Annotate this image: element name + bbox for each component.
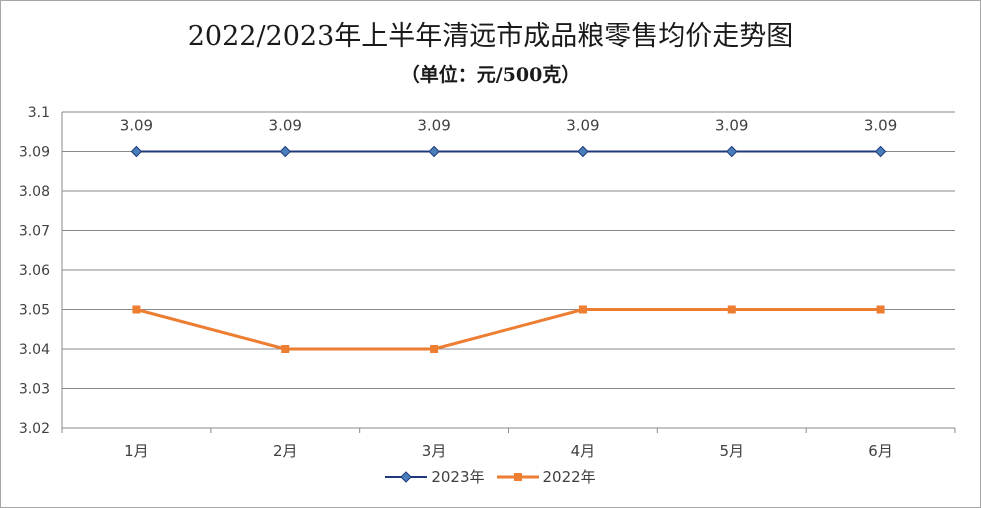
legend-label-2023: 2023年 — [431, 468, 485, 486]
x-tick-label: 3月 — [422, 442, 447, 460]
series-point-1 — [578, 305, 587, 314]
x-tick-label: 6月 — [868, 442, 893, 460]
x-tick-label: 4月 — [571, 442, 596, 460]
legend-item-2023: 2023年 — [385, 466, 485, 487]
legend-marker-2023 — [385, 470, 428, 483]
series-point-0 — [577, 145, 589, 158]
series-point-0 — [874, 145, 887, 158]
series-point-1 — [132, 305, 141, 314]
series-point-1 — [876, 305, 885, 314]
y-tick-label: 3.05 — [19, 303, 50, 319]
series-point-1 — [281, 345, 290, 353]
x-tick-label: 1月 — [124, 442, 149, 460]
y-tick-label: 3.07 — [19, 224, 50, 240]
y-tick-label: 3.03 — [19, 382, 50, 398]
chart-subtitle: （单位：元/500克） — [400, 64, 581, 86]
data-label: 3.09 — [120, 117, 153, 135]
y-tick-label: 3.02 — [19, 421, 50, 437]
data-label: 3.09 — [269, 117, 302, 135]
x-tick-label: 2月 — [273, 442, 298, 460]
legend-marker-2022 — [496, 472, 539, 481]
chart-title: 2022/2023年上半年清远市成品粮零售均价走势图 — [187, 21, 794, 52]
y-tick-label: 3.08 — [19, 184, 50, 200]
series-point-0 — [130, 145, 143, 158]
legend-label-2022: 2022年 — [542, 468, 596, 486]
y-tick-label: 3.04 — [19, 342, 50, 358]
data-label: 3.09 — [715, 117, 748, 135]
series-line-1 — [136, 308, 881, 351]
data-label: 3.09 — [417, 117, 450, 135]
legend-item-2022: 2022年 — [496, 466, 596, 487]
data-label: 3.09 — [864, 117, 897, 135]
y-tick-label: 3.06 — [19, 263, 50, 279]
legend: 2023年 2022年 — [0, 466, 981, 487]
data-label: 3.09 — [566, 117, 599, 135]
series-point-1 — [430, 345, 439, 353]
series-point-0 — [428, 145, 440, 158]
y-tick-label: 3.09 — [19, 145, 50, 161]
series-point-0 — [726, 145, 738, 158]
y-tick-label: 3.1 — [28, 105, 50, 121]
x-tick-label: 5月 — [719, 442, 744, 460]
series-point-0 — [279, 145, 291, 158]
series-point-1 — [727, 305, 736, 314]
